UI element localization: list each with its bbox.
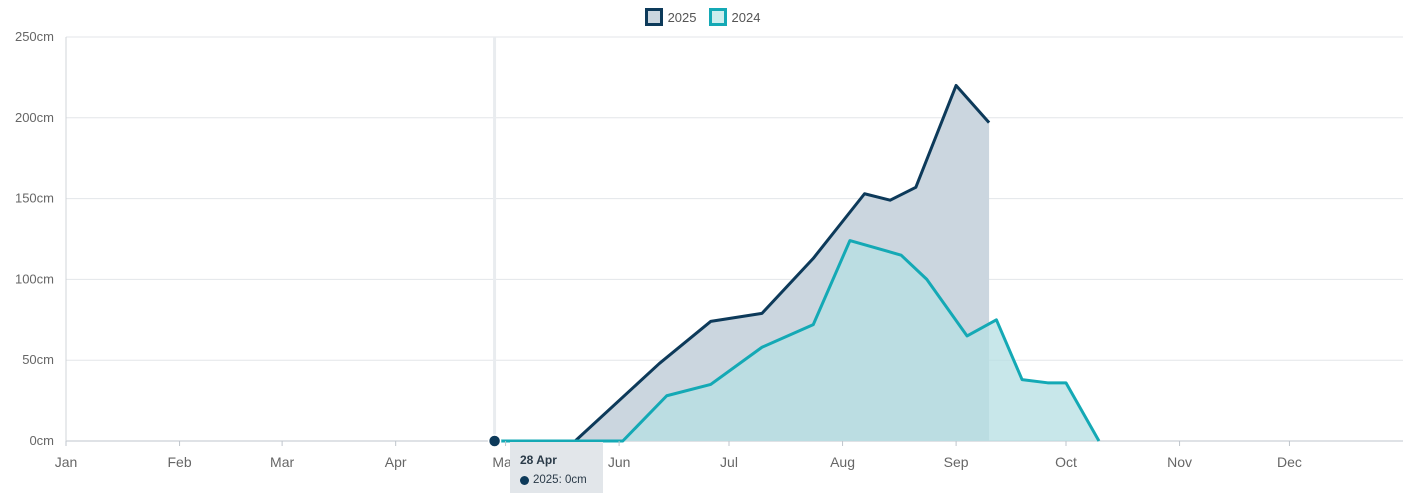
x-tick-label: Oct	[1055, 454, 1077, 470]
legend-item-2024[interactable]: 2024	[708, 8, 761, 26]
tooltip-series-row: 2025: 0cm	[520, 474, 593, 486]
series-lines	[494, 83, 1101, 443]
line-2024[interactable]	[494, 239, 1101, 443]
legend-swatch-2025	[644, 8, 663, 26]
y-tick-label: 50cm	[22, 352, 54, 367]
hover-marker	[487, 434, 502, 448]
tooltip-series-value: 2025: 0cm	[533, 474, 587, 486]
tooltip-series-dot-icon	[520, 475, 529, 485]
x-tick-label: Jun	[608, 454, 631, 470]
chart-legend: 2025 2024	[0, 8, 1405, 26]
legend-label-2025: 2025	[667, 9, 697, 25]
x-tick-label: Sep	[944, 454, 969, 470]
legend-swatch-2024	[708, 8, 727, 26]
tooltip-date: 28 Apr	[520, 453, 557, 467]
series-areas	[494, 85, 1099, 441]
area-2024	[494, 240, 1099, 441]
y-tick-label: 200cm	[15, 110, 54, 125]
x-tick-label: Jan	[55, 454, 78, 470]
chart-grid	[65, 36, 1403, 442]
hover-point-2025[interactable]	[487, 434, 502, 448]
legend-label-2024: 2024	[731, 9, 761, 25]
x-tick-label: Jul	[720, 454, 738, 470]
x-tick-label: Feb	[167, 454, 191, 470]
x-tick-label: Mar	[270, 454, 294, 470]
line-2025[interactable]	[494, 83, 991, 443]
chart-tooltip: 28 Apr 2025: 0cm	[510, 442, 603, 493]
x-tick-label: Apr	[385, 454, 407, 470]
y-tick-label: 250cm	[15, 29, 54, 44]
x-tick-label: Aug	[830, 454, 855, 470]
x-tick-label: Dec	[1277, 454, 1302, 470]
legend-item-2025[interactable]: 2025	[644, 8, 697, 26]
x-tick-label: Nov	[1167, 454, 1192, 470]
y-tick-label: 0cm	[29, 433, 54, 448]
y-tick-label: 100cm	[15, 271, 54, 286]
y-tick-label: 150cm	[15, 191, 54, 206]
